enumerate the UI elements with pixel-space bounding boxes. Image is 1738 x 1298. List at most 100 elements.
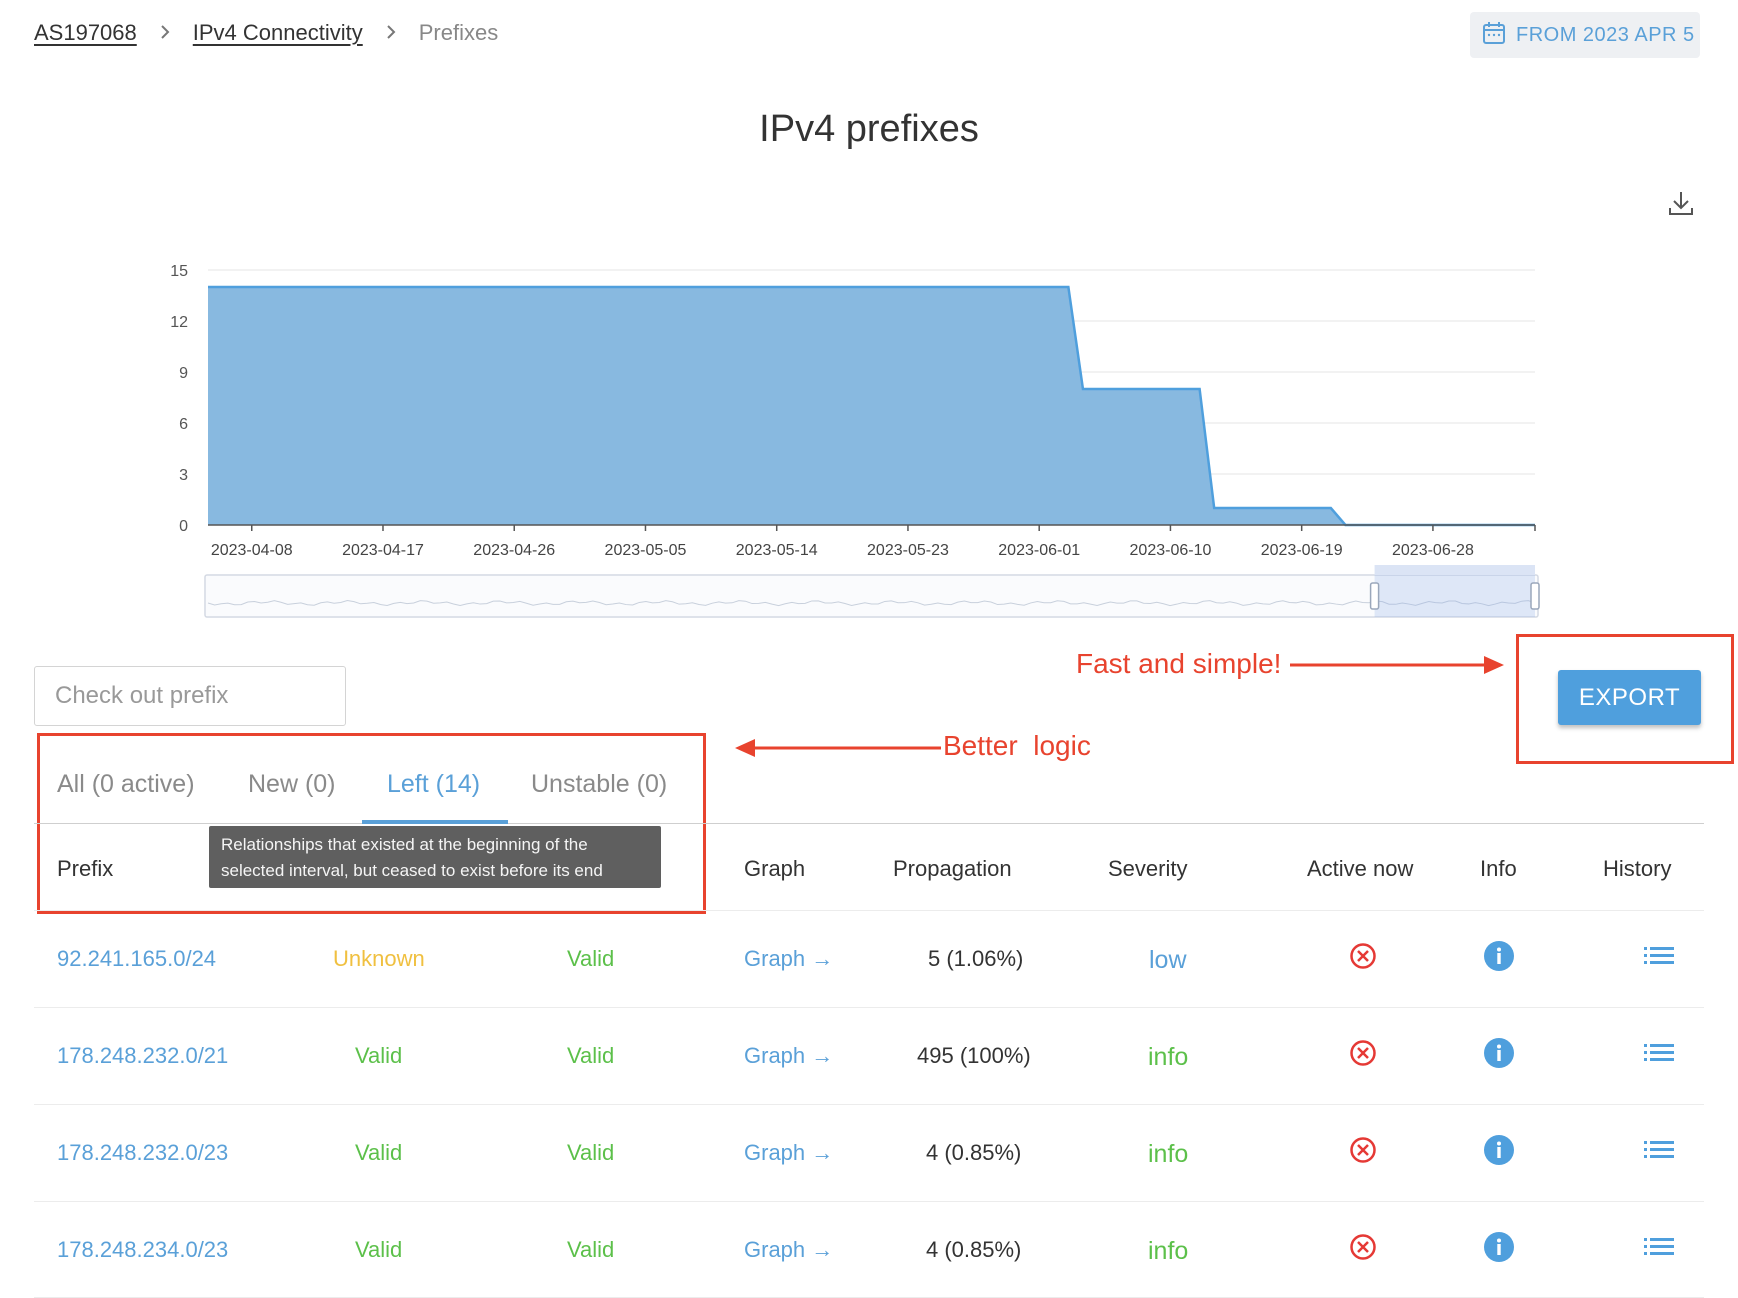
range-handle[interactable] [1530,582,1540,610]
x-tick-label: 2023-04-08 [211,542,293,559]
table-row: 178.248.234.0/23 Valid Valid Graph → 4 (… [0,1201,1738,1298]
inactive-x-icon [1349,1039,1377,1072]
row-divider [34,1201,1704,1202]
breadcrumb: AS197068 IPv4 Connectivity Prefixes [34,20,498,46]
y-tick-label: 6 [179,416,188,433]
tab-new[interactable]: New (0) [248,770,336,798]
info-icon[interactable] [1483,1134,1515,1171]
rpki-status: Unknown [333,946,425,971]
info-icon[interactable] [1483,940,1515,977]
column-header-severity[interactable]: Severity [1108,856,1188,881]
x-tick-label: 2023-04-26 [473,542,555,559]
rpki-status: Valid [355,1140,403,1165]
breadcrumb-item-connectivity[interactable]: IPv4 Connectivity [192,20,363,45]
range-handle[interactable] [1369,582,1380,610]
prefix-search-input[interactable] [34,666,346,726]
range-drag-bar[interactable] [1374,565,1535,575]
chevron-right-icon [159,20,171,46]
x-tick-label: 2023-05-05 [605,542,687,559]
column-header-history: History [1603,856,1672,881]
y-tick-label: 9 [179,365,188,382]
info-icon[interactable] [1483,1037,1515,1074]
prefix-link[interactable]: 178.248.232.0/21 [57,1043,229,1068]
prefix-link[interactable]: 178.248.232.0/23 [57,1140,229,1165]
y-tick-label: 12 [170,314,188,331]
propagation-value: 495 (100%) [917,1043,1031,1068]
x-tick-label: 2023-06-01 [998,542,1080,559]
graph-link[interactable]: Graph → [744,946,834,971]
history-list-icon[interactable] [1644,1140,1674,1165]
tab-unstable[interactable]: Unstable (0) [531,770,668,798]
irr-status: Valid [567,946,615,971]
inactive-x-icon [1349,1136,1377,1169]
table-row: 178.248.232.0/21 Valid Valid Graph → 495… [0,1007,1738,1104]
x-tick-label: 2023-05-23 [867,542,949,559]
date-filter-button[interactable]: FROM 2023 APR 5 [1470,12,1700,58]
chart-area-layer [208,285,1535,527]
severity-value: info [1148,1043,1189,1071]
column-header-graph: Graph [744,856,806,881]
severity-value: info [1148,1237,1189,1265]
prefix-link[interactable]: 178.248.234.0/23 [57,1237,229,1262]
graph-link[interactable]: Graph → [744,1140,834,1165]
propagation-value: 4 (0.85%) [926,1237,1022,1262]
x-tick-label: 2023-06-10 [1130,542,1212,559]
tab-divider [34,823,1704,824]
annotation-box-export [1516,634,1734,764]
range-mini-line [207,600,1536,607]
chart-y-axis: 0 3 6 9 12 15 [170,263,188,535]
severity-value: low [1149,946,1187,974]
range-selection[interactable] [1374,575,1535,617]
irr-status: Valid [567,1140,615,1165]
history-list-icon[interactable] [1644,1043,1674,1068]
tab-left[interactable]: Left (14) [387,770,481,798]
table-header-divider [34,910,1704,911]
inactive-x-icon [1349,942,1377,975]
row-divider [34,1007,1704,1008]
calendar-icon [1482,21,1506,50]
column-header-info: Info [1480,856,1517,881]
propagation-value: 4 (0.85%) [926,1140,1022,1165]
tooltip-line-1: Relationships that existed at the beginn… [221,835,588,854]
graph-link[interactable]: Graph → [744,1043,834,1068]
breadcrumb-item-as[interactable]: AS197068 [34,20,137,45]
chart-x-axis [208,524,1536,531]
history-list-icon[interactable] [1644,946,1674,971]
annotation-better: Better logic [943,730,1091,761]
graph-link[interactable]: Graph → [744,1237,834,1262]
page-title: IPv4 prefixes [759,108,979,150]
rpki-status: Valid [355,1043,403,1068]
tab-tooltip: Relationships that existed at the beginn… [209,826,661,888]
irr-status: Valid [567,1237,615,1262]
propagation-value: 5 (1.06%) [928,946,1024,971]
history-list-icon[interactable] [1644,1237,1674,1262]
column-header-active-now[interactable]: Active now [1307,856,1414,881]
annotation-fast: Fast and simple! [1076,648,1282,679]
chart-range-selector[interactable] [204,565,1540,618]
area-line [208,285,1535,527]
area-fill [208,287,1535,525]
info-icon[interactable] [1483,1231,1515,1268]
y-tick-label: 0 [179,518,188,535]
table-row: 178.248.232.0/23 Valid Valid Graph → 4 (… [0,1104,1738,1201]
annotation-arrow-left [735,739,941,757]
x-tick-label: 2023-06-19 [1261,542,1343,559]
tab-all[interactable]: All (0 active) [57,770,195,798]
export-button[interactable]: EXPORT [1558,670,1701,725]
prefix-link[interactable]: 92.241.165.0/24 [57,946,217,971]
column-header-propagation[interactable]: Propagation [893,856,1012,881]
x-tick-label: 2023-05-14 [736,542,818,559]
chevron-right-icon [385,20,397,46]
irr-status: Valid [567,1043,615,1068]
severity-value: info [1148,1140,1189,1168]
y-tick-label: 3 [179,467,188,484]
download-icon[interactable] [1666,188,1696,218]
row-divider [34,1104,1704,1105]
inactive-x-icon [1349,1233,1377,1266]
y-tick-label: 15 [170,263,188,280]
chart-x-ticks: 2023-04-08 2023-04-17 2023-04-26 2023-05-05… [211,525,1474,559]
x-tick-label: 2023-04-17 [342,542,424,559]
tooltip-line-2: selected interval, but ceased to exist b… [221,861,603,880]
column-header-prefix[interactable]: Prefix [57,856,114,881]
